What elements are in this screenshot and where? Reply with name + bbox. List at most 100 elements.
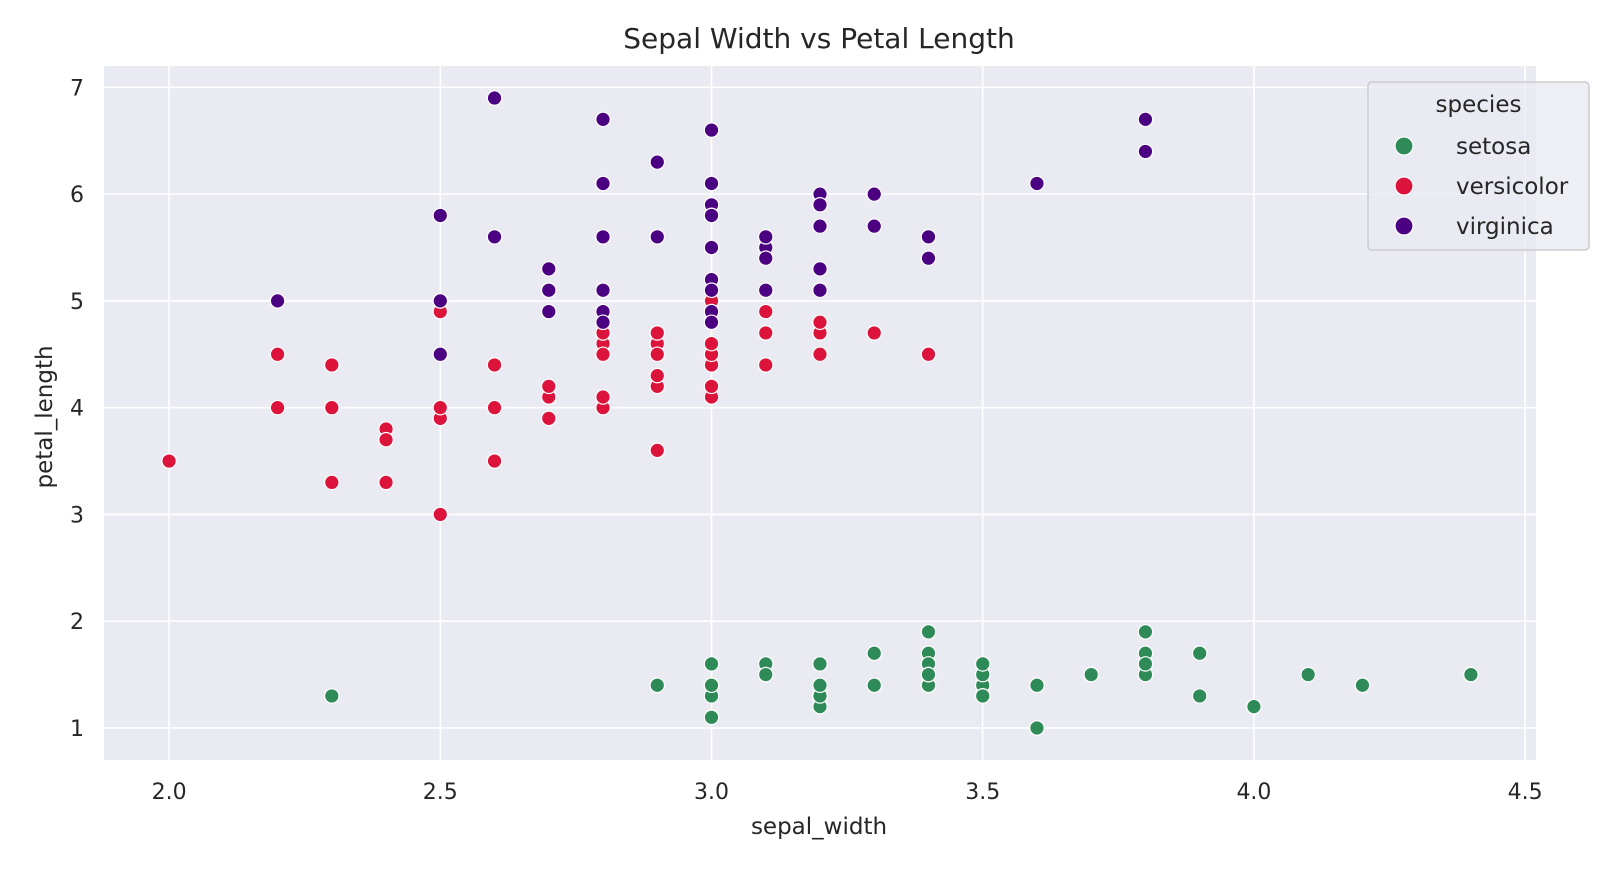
legend-title: species — [1436, 92, 1522, 118]
data-point-versicolor — [757, 357, 774, 373]
data-point-versicolor — [649, 325, 666, 341]
data-point-setosa — [812, 677, 828, 694]
data-point-virginica — [1029, 175, 1045, 192]
data-point-versicolor — [649, 442, 666, 459]
data-point-setosa — [974, 656, 991, 672]
data-point-versicolor — [595, 389, 611, 405]
data-point-setosa — [649, 677, 666, 694]
x-tick-label: 2.0 — [152, 780, 187, 805]
data-point-virginica — [920, 250, 937, 266]
data-point-virginica — [649, 229, 666, 245]
data-point-virginica — [432, 346, 449, 363]
data-point-virginica — [703, 239, 720, 256]
legend-label-virginica: virginica — [1456, 214, 1554, 240]
data-point-virginica — [812, 261, 828, 277]
y-axis-ticks: 1 2 3 4 5 6 7 — [70, 76, 84, 742]
data-point-versicolor — [378, 474, 394, 491]
data-point-versicolor — [703, 378, 720, 395]
data-point-virginica — [540, 261, 557, 277]
data-point-versicolor — [540, 410, 557, 427]
legend-marker-versicolor — [1394, 176, 1414, 196]
x-tick-label: 4.5 — [1508, 780, 1543, 805]
data-point-versicolor — [866, 325, 883, 341]
x-tick-label: 2.5 — [423, 780, 458, 805]
data-point-versicolor — [540, 378, 557, 395]
data-point-versicolor — [649, 367, 666, 384]
data-point-setosa — [866, 645, 883, 662]
y-tick-label: 5 — [70, 290, 84, 315]
data-points — [161, 90, 1479, 736]
data-point-virginica — [595, 282, 611, 299]
data-point-setosa — [920, 666, 937, 683]
y-tick-label: 3 — [70, 503, 84, 528]
y-axis-label: petal_length — [32, 345, 58, 488]
y-tick-label: 6 — [70, 183, 84, 208]
y-tick-label: 4 — [70, 397, 84, 422]
data-point-setosa — [1029, 677, 1045, 694]
x-tick-label: 3.0 — [694, 780, 729, 805]
data-point-virginica — [540, 303, 557, 320]
x-tick-label: 4.0 — [1236, 780, 1271, 805]
data-point-setosa — [1463, 666, 1479, 683]
data-point-versicolor — [757, 325, 774, 341]
legend-items: setosa versicolor virginica — [1394, 134, 1569, 240]
data-point-versicolor — [703, 335, 720, 352]
data-point-versicolor — [161, 453, 177, 469]
data-point-virginica — [866, 186, 883, 202]
data-point-versicolor — [324, 474, 340, 491]
data-point-versicolor — [378, 431, 394, 448]
data-point-setosa — [1300, 666, 1316, 683]
legend-label-versicolor: versicolor — [1456, 174, 1569, 200]
data-point-virginica — [595, 314, 611, 331]
data-point-setosa — [324, 688, 340, 704]
data-point-virginica — [432, 293, 449, 309]
data-point-versicolor — [324, 357, 340, 373]
data-point-setosa — [703, 656, 720, 672]
data-point-virginica — [703, 314, 720, 331]
legend-marker-setosa — [1394, 136, 1414, 156]
data-point-virginica — [703, 282, 720, 299]
data-point-versicolor — [595, 346, 611, 363]
data-point-virginica — [595, 111, 611, 128]
data-point-setosa — [757, 666, 774, 683]
data-point-versicolor — [920, 346, 937, 363]
data-point-virginica — [812, 197, 828, 213]
data-point-versicolor — [269, 399, 286, 416]
data-point-setosa — [1354, 677, 1371, 694]
data-point-virginica — [703, 207, 720, 224]
data-point-setosa — [1137, 624, 1154, 640]
data-point-versicolor — [486, 453, 503, 469]
y-tick-label: 7 — [70, 76, 84, 101]
legend-label-setosa: setosa — [1456, 134, 1531, 160]
data-point-versicolor — [486, 399, 503, 416]
data-point-virginica — [703, 122, 720, 138]
x-axis-label: sepal_width — [751, 814, 887, 840]
data-point-versicolor — [812, 314, 828, 331]
data-point-virginica — [757, 282, 774, 299]
legend-marker-virginica — [1394, 216, 1414, 236]
data-point-virginica — [595, 229, 611, 245]
data-point-virginica — [269, 293, 286, 309]
data-point-setosa — [703, 677, 720, 694]
data-point-versicolor — [432, 399, 449, 416]
data-point-versicolor — [757, 303, 774, 320]
data-point-versicolor — [812, 346, 828, 363]
data-point-setosa — [920, 624, 937, 640]
data-point-setosa — [1083, 666, 1100, 683]
data-point-versicolor — [649, 346, 666, 363]
data-point-virginica — [486, 90, 503, 106]
data-point-virginica — [757, 229, 774, 245]
data-point-versicolor — [324, 399, 340, 416]
data-point-virginica — [757, 250, 774, 266]
data-point-virginica — [703, 175, 720, 192]
legend: species setosa versicolor virginica — [1367, 81, 1590, 251]
data-point-setosa — [974, 688, 991, 704]
data-point-setosa — [1029, 720, 1045, 736]
legend-box — [1367, 81, 1590, 251]
x-axis-ticks: 2.0 2.5 3.0 3.5 4.0 4.5 — [152, 780, 1543, 805]
data-point-versicolor — [432, 506, 449, 523]
data-point-setosa — [812, 656, 828, 672]
y-tick-label: 2 — [70, 610, 84, 635]
